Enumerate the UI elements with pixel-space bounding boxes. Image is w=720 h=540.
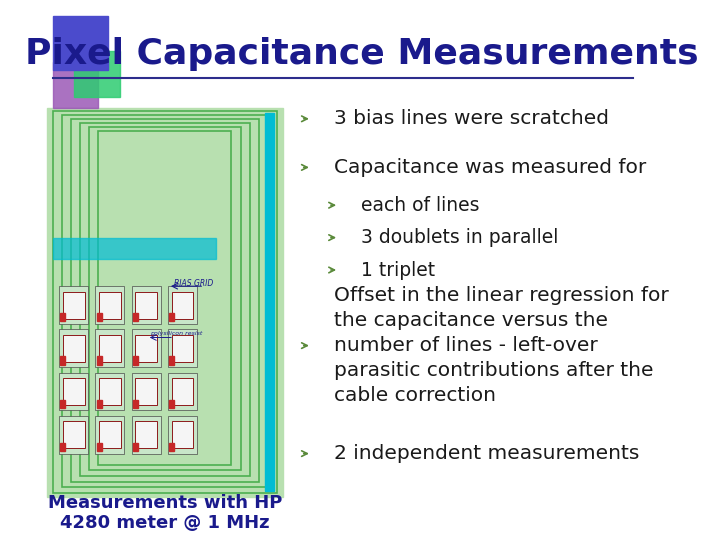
Bar	[169, 400, 174, 408]
Bar	[96, 373, 125, 410]
Bar	[169, 356, 174, 365]
Bar	[99, 421, 121, 448]
Bar	[74, 51, 120, 97]
Bar	[53, 111, 276, 493]
Bar	[62, 115, 268, 487]
Bar	[168, 286, 197, 324]
Bar	[171, 421, 194, 448]
Bar	[133, 443, 138, 451]
Bar	[59, 416, 89, 454]
Bar	[59, 373, 89, 410]
Bar	[59, 329, 89, 367]
Text: Measurements with HP
4280 meter @ 1 MHz: Measurements with HP 4280 meter @ 1 MHz	[48, 494, 282, 532]
Bar	[168, 329, 197, 367]
Bar	[132, 286, 161, 324]
Bar	[63, 335, 84, 362]
Bar	[53, 238, 216, 259]
Text: 1 triplet: 1 triplet	[361, 260, 436, 280]
Text: Offset in the linear regression for
the capacitance versus the
number of lines -: Offset in the linear regression for the …	[334, 286, 669, 405]
Bar	[60, 356, 66, 365]
Bar	[96, 416, 125, 454]
Bar	[60, 443, 66, 451]
Text: 3 doublets in parallel: 3 doublets in parallel	[361, 228, 559, 247]
Bar	[53, 16, 107, 70]
Bar	[171, 292, 194, 319]
Bar	[171, 378, 194, 405]
Bar	[133, 400, 138, 408]
Text: 2 independent measurements: 2 independent measurements	[334, 444, 639, 463]
Bar	[99, 335, 121, 362]
Bar	[133, 313, 138, 321]
Bar	[99, 378, 121, 405]
Bar	[133, 356, 138, 365]
Bar	[135, 378, 157, 405]
Bar	[169, 313, 174, 321]
Bar	[135, 292, 157, 319]
Bar	[89, 127, 240, 470]
Bar	[132, 373, 161, 410]
Bar	[96, 443, 102, 451]
Bar	[71, 119, 258, 482]
Bar	[63, 421, 84, 448]
Bar	[168, 416, 197, 454]
Bar	[132, 416, 161, 454]
Text: BIAS GRID: BIAS GRID	[174, 279, 213, 288]
Bar	[81, 123, 250, 476]
Bar	[59, 286, 89, 324]
Bar	[135, 335, 157, 362]
Bar	[168, 373, 197, 410]
Bar	[63, 378, 84, 405]
Bar	[96, 329, 125, 367]
Bar	[96, 356, 102, 365]
Text: Pixel Capacitance Measurements: Pixel Capacitance Measurements	[24, 37, 698, 71]
Bar	[132, 329, 161, 367]
Bar	[47, 108, 283, 497]
Bar	[99, 292, 121, 319]
Text: 3 bias lines were scratched: 3 bias lines were scratched	[334, 109, 609, 129]
Bar	[265, 113, 274, 491]
Bar	[96, 400, 102, 408]
Bar	[135, 421, 157, 448]
Bar	[169, 443, 174, 451]
Bar	[60, 400, 66, 408]
Text: Capacitance was measured for: Capacitance was measured for	[334, 158, 647, 177]
Bar	[60, 313, 66, 321]
Bar	[53, 62, 99, 108]
Text: each of lines: each of lines	[361, 195, 480, 215]
Bar	[63, 292, 84, 319]
Bar	[171, 335, 194, 362]
Bar	[96, 286, 125, 324]
Text: polysilicon resist: polysilicon resist	[150, 331, 202, 336]
Bar	[96, 313, 102, 321]
Bar	[99, 131, 231, 464]
